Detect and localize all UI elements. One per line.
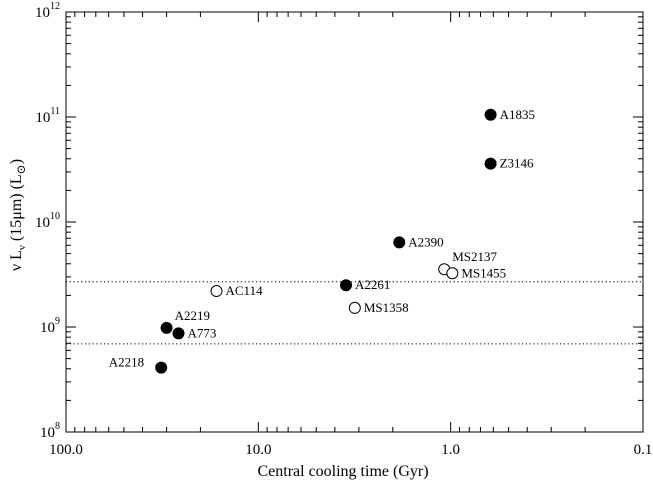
data-point-a2218 — [155, 361, 168, 374]
y-tick-label: 1010 — [35, 211, 60, 231]
y-tick-exponent: 9 — [55, 316, 60, 327]
x-tick-label: 1.0 — [441, 442, 460, 458]
plot-frame — [65, 11, 644, 433]
data-point-ac114 — [210, 285, 223, 298]
point-label-a2390: A2390 — [408, 234, 443, 249]
y-axis-title-subscript: ν — [16, 245, 28, 250]
data-point-ms1358 — [348, 301, 361, 314]
point-label-ms2137: MS2137 — [452, 249, 497, 264]
y-axis-title-close: ) — [8, 159, 25, 164]
y-axis-title-suffix: (15μm) (L — [8, 174, 25, 245]
point-label-a2261: A2261 — [355, 277, 390, 292]
y-tick-base: 10 — [40, 425, 55, 441]
y-axis-title: ν Lν (15μm) (L⊙) — [8, 159, 28, 271]
point-label-ac114: AC114 — [226, 283, 264, 298]
y-tick-label: 108 — [40, 421, 60, 441]
plot-border — [65, 11, 644, 433]
data-point-ms1455 — [446, 267, 459, 280]
data-points — [155, 108, 497, 374]
y-axis-title-sun-symbol: ⊙ — [14, 164, 28, 174]
data-point-a1835 — [484, 108, 497, 121]
y-tick-exponent: 8 — [55, 421, 60, 432]
y-tick-base: 10 — [40, 320, 55, 336]
point-label-a773: A773 — [188, 325, 217, 340]
data-point-a2219 — [160, 321, 173, 334]
point-label-z3146: Z3146 — [500, 156, 534, 171]
y-tick-base: 10 — [35, 215, 50, 231]
point-label-ms1455: MS1455 — [461, 265, 506, 280]
point-label-a2219: A2219 — [175, 308, 210, 323]
y-axis-title-main: ν L — [8, 250, 25, 271]
point-label-ms1358: MS1358 — [364, 300, 409, 315]
y-tick-exponent: 12 — [50, 1, 60, 12]
data-point-z3146 — [484, 157, 497, 170]
x-axis-title: Central cooling time (Gyr) — [257, 463, 428, 480]
y-tick-label: 1011 — [35, 106, 60, 126]
x-tick-label: 10.0 — [245, 442, 271, 458]
y-tick-exponent: 11 — [50, 106, 60, 117]
y-tick-label: 1012 — [35, 1, 60, 21]
y-tick-base: 10 — [35, 5, 50, 21]
x-tick-label: 100.0 — [49, 442, 83, 458]
x-axis: 100.0 10.0 1.0 0.1 — [49, 12, 652, 458]
data-point-a2261 — [340, 279, 353, 292]
point-label-a1835: A1835 — [500, 107, 535, 122]
y-tick-base: 10 — [35, 110, 50, 126]
point-label-a2218: A2218 — [109, 355, 144, 370]
data-point-a773 — [172, 327, 185, 340]
y-tick-exponent: 10 — [50, 211, 60, 222]
reference-lines — [66, 281, 643, 345]
data-point-a2390 — [393, 236, 406, 249]
x-tick-label: 0.1 — [634, 442, 653, 458]
y-tick-label: 109 — [40, 316, 60, 336]
